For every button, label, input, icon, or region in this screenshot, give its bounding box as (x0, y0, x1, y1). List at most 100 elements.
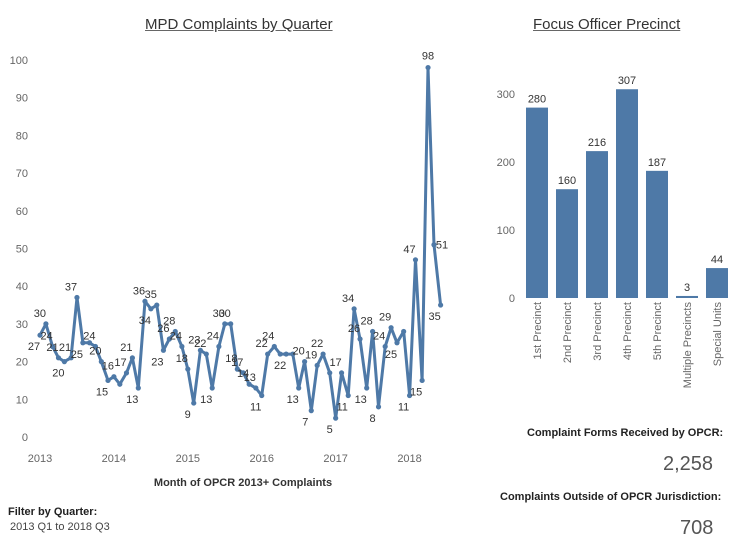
data-label: 18 (176, 353, 188, 365)
data-point (154, 302, 160, 308)
data-point (197, 347, 203, 353)
data-label: 17 (329, 357, 341, 369)
data-point (333, 415, 339, 421)
data-label: 22 (274, 360, 286, 372)
data-label: 13 (287, 394, 299, 406)
data-label: 13 (244, 372, 256, 384)
data-point (412, 257, 419, 263)
data-point (370, 328, 376, 335)
data-point (172, 328, 178, 335)
data-label: 24 (373, 331, 385, 343)
data-point (320, 351, 326, 357)
data-label: 20 (89, 346, 101, 358)
data-label: 36 (133, 285, 145, 297)
data-label: 21 (59, 342, 71, 354)
data-point (209, 385, 215, 391)
data-point (271, 343, 277, 350)
data-label: 20 (292, 346, 304, 358)
data-label: 25 (71, 349, 83, 361)
data-point (117, 381, 123, 387)
data-point (86, 340, 93, 346)
data-point (314, 362, 320, 368)
x-tick-label: 2013 (28, 453, 52, 465)
data-label: 34 (139, 315, 151, 327)
data-point (375, 404, 382, 410)
data-point (253, 385, 259, 391)
data-point (338, 370, 345, 376)
data-label: 22 (311, 338, 323, 350)
quarter-filter-value[interactable]: 2013 Q1 to 2018 Q3 (10, 521, 110, 533)
data-point (302, 359, 308, 365)
data-label: 14 (237, 368, 249, 380)
data-label: 35 (428, 311, 440, 323)
data-label: 11 (337, 402, 348, 414)
data-label: 26 (348, 323, 360, 335)
complaints-line (38, 66, 443, 420)
data-label: 17 (114, 357, 126, 369)
data-label: 11 (398, 402, 409, 414)
data-point (74, 294, 80, 301)
data-point (290, 351, 296, 357)
data-point (425, 64, 431, 71)
data-label: 28 (360, 315, 372, 327)
data-label: 21 (120, 342, 132, 354)
line-chart-title: MPD Complaints by Quarter (145, 16, 333, 33)
y-tick-label: 0 (22, 432, 28, 444)
y-tick-label: 60 (16, 206, 28, 218)
data-point (234, 366, 240, 372)
data-point (105, 377, 111, 384)
data-label: 8 (369, 413, 375, 425)
data-label: 28 (163, 315, 175, 327)
data-label: 19 (305, 349, 317, 361)
x-tick-label: 2017 (323, 453, 347, 465)
data-point (406, 392, 413, 399)
data-point (160, 347, 167, 353)
data-point (265, 351, 271, 357)
data-point (277, 351, 283, 357)
data-point (68, 355, 74, 361)
data-point (111, 374, 117, 380)
data-label: 22 (256, 338, 268, 350)
data-label: 30 (34, 308, 46, 320)
data-point (308, 408, 314, 414)
data-label: 51 (436, 240, 448, 252)
data-point (92, 343, 99, 350)
data-label: 13 (200, 394, 212, 406)
data-point (259, 392, 265, 399)
y-tick-label: 100 (10, 55, 28, 67)
data-label: 24 (170, 331, 182, 343)
data-point (351, 306, 357, 312)
forms-received-label: Complaint Forms Received by OPCR: (527, 427, 724, 439)
data-label: 29 (379, 312, 391, 324)
data-point (419, 377, 425, 384)
data-point (191, 400, 197, 406)
data-label: 21 (46, 342, 58, 354)
data-label: 18 (225, 353, 237, 365)
data-point (179, 343, 185, 350)
y-tick-label: 80 (16, 130, 28, 142)
data-point (431, 242, 437, 248)
y-tick-label: 40 (16, 281, 28, 293)
data-point (394, 340, 400, 346)
data-label: 15 (96, 386, 108, 398)
data-point (357, 336, 363, 342)
data-point (345, 392, 351, 399)
data-point (222, 321, 228, 327)
y-tick-label: 90 (16, 93, 28, 105)
data-point (49, 343, 56, 350)
data-label: 35 (145, 289, 157, 301)
data-label: 98 (422, 51, 434, 63)
x-tick-label: 2016 (249, 453, 273, 465)
data-point (129, 355, 135, 361)
data-point (80, 340, 86, 346)
data-label: 24 (40, 331, 52, 343)
y-tick-label: 10 (16, 394, 28, 406)
forms-received-value: 2,258 (663, 453, 714, 475)
y-tick-label: 20 (16, 357, 28, 369)
x-tick-label: 2018 (397, 453, 421, 465)
x-tick-label: 2014 (102, 453, 126, 465)
data-point (283, 351, 289, 357)
data-point (148, 306, 154, 312)
data-point (185, 366, 191, 372)
